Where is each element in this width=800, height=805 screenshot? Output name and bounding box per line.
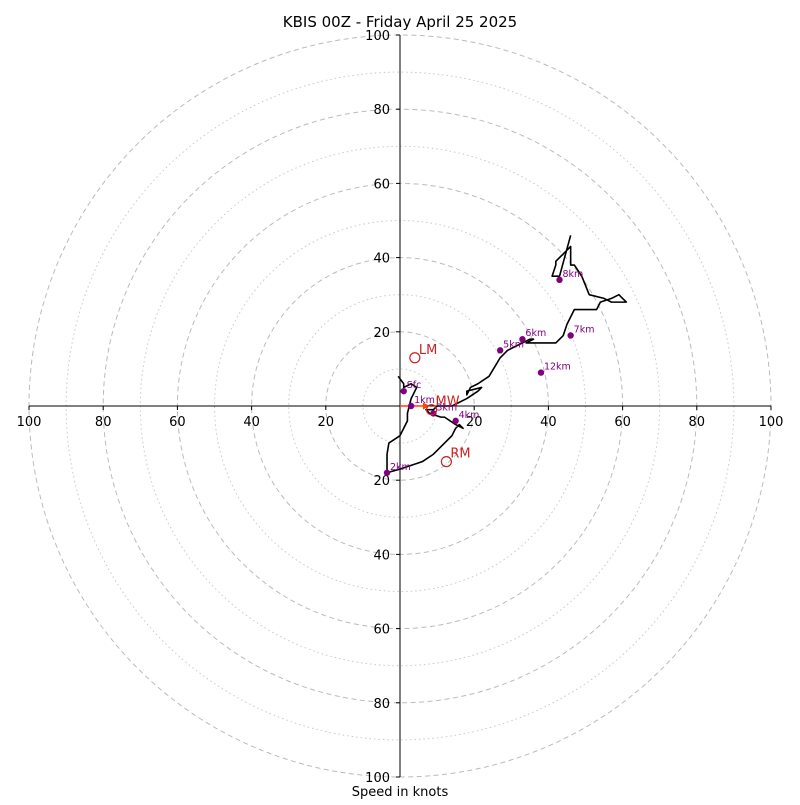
height-marker-dot	[496, 347, 504, 354]
y-tick-label: 80	[373, 697, 390, 712]
tick-labels: 100 80 60 40 20 20 40 60 80 100 100 80 60 40 20 20 40 60 8…	[17, 29, 784, 786]
y-tick-label: 40	[373, 548, 390, 563]
x-tick-label: 100	[17, 415, 42, 430]
height-marker-dot	[383, 469, 391, 476]
x-tick-label: 80	[689, 415, 706, 430]
y-tick-label: 60	[373, 177, 390, 192]
height-marker-label: 5km	[503, 339, 524, 350]
height-marker-label: Sfc	[407, 380, 422, 391]
height-marker-dot	[519, 336, 526, 343]
height-marker-dot	[407, 402, 415, 410]
storm-motion-marker	[409, 352, 421, 364]
height-marker-dot	[556, 276, 563, 284]
height-marker-label: 1km	[414, 395, 435, 406]
y-tick-label: 20	[373, 474, 390, 489]
y-tick-label: 80	[373, 103, 390, 118]
x-tick-label: 20	[466, 415, 483, 430]
x-tick-label: 60	[169, 415, 186, 430]
y-tick-label: 100	[365, 771, 390, 786]
y-tick-label: 40	[373, 252, 390, 267]
storm-motion-label: LM	[419, 343, 437, 358]
height-marker-label: 8km	[563, 269, 584, 280]
x-tick-label: 20	[318, 415, 335, 430]
y-tick-label: 20	[373, 326, 390, 341]
height-marker-label: 2km	[390, 462, 411, 473]
storm-motion-label: MW	[436, 395, 460, 410]
x-tick-label: 100	[759, 415, 784, 430]
height-marker-label: 7km	[574, 325, 595, 336]
storm-motion-markers: LM MW RM	[409, 343, 471, 468]
x-tick-label: 40	[540, 415, 557, 430]
height-marker-label: 6km	[525, 328, 546, 339]
y-tick-label: 100	[365, 29, 390, 44]
x-tick-label: 60	[614, 415, 631, 430]
height-marker-dot	[567, 332, 574, 339]
x-tick-label: 40	[243, 415, 260, 430]
storm-motion-marker	[440, 456, 452, 468]
height-marker-dot	[400, 387, 407, 395]
height-marker-dot	[452, 417, 459, 425]
hodograph-line	[386, 235, 628, 474]
x-tick-label: 80	[95, 415, 112, 430]
height-marker-label: 12km	[544, 362, 571, 373]
height-marker-label: 4km	[459, 410, 480, 421]
y-tick-label: 60	[373, 623, 390, 638]
storm-motion-marker	[425, 404, 438, 416]
storm-motion-label: RM	[450, 447, 470, 462]
x-axis-label: Speed in knots	[352, 785, 449, 800]
height-marker-dot	[537, 369, 545, 376]
shear-vector-arrowhead	[422, 402, 430, 410]
height-marker-label: 3km	[436, 402, 457, 413]
chart-title: KBIS 00Z - Friday April 25 2025	[283, 13, 517, 31]
